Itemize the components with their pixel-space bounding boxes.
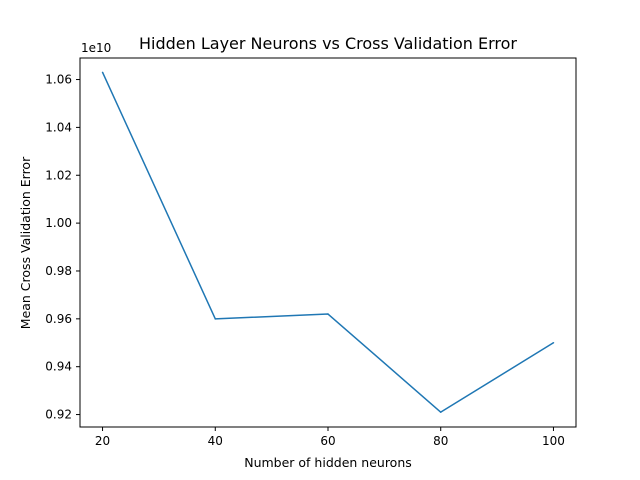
data-point xyxy=(214,318,217,320)
chart-title: Hidden Layer Neurons vs Cross Validation… xyxy=(139,34,517,53)
x-tick-label: 80 xyxy=(433,434,448,448)
data-point xyxy=(327,313,329,315)
y-tick-label: 0.92 xyxy=(45,408,72,422)
x-tick-label: 60 xyxy=(320,434,335,448)
data-point xyxy=(552,342,555,344)
y-tick-label: 1.06 xyxy=(45,73,72,87)
y-tick-label: 1.04 xyxy=(45,120,72,134)
y-tick-label: 1.00 xyxy=(45,216,72,230)
data-point xyxy=(439,411,442,413)
plot-marks xyxy=(101,71,555,413)
y-tick-label: 0.96 xyxy=(45,312,72,326)
y-tick-label: 0.98 xyxy=(45,264,72,278)
y-offset-label: 1e10 xyxy=(81,41,111,55)
data-point xyxy=(101,71,104,74)
y-axis: 0.92 0.94 0.96 0.98 1.00 1.02 1.04 1.06 xyxy=(45,73,80,422)
x-axis-label: Number of hidden neurons xyxy=(244,455,412,470)
y-tick-label: 0.94 xyxy=(45,360,72,374)
y-axis-label: Mean Cross Validation Error xyxy=(18,156,33,329)
x-tick-label: 40 xyxy=(208,434,223,448)
x-axis: 20 40 60 80 100 xyxy=(95,427,565,448)
x-tick-label: 20 xyxy=(95,434,110,448)
y-tick-label: 1.02 xyxy=(45,168,72,182)
x-tick-label: 100 xyxy=(542,434,565,448)
